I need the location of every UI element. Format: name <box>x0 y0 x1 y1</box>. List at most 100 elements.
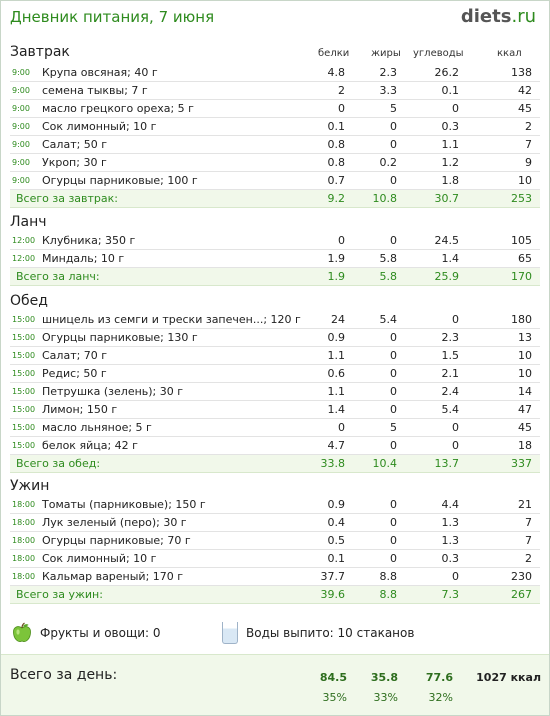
day-total-label: Всего за день: <box>10 667 118 683</box>
meal-total-carbs: 13.7 <box>434 457 460 470</box>
food-protein: 4.8 <box>327 66 346 79</box>
food-protein: 0.4 <box>327 516 346 529</box>
food-row[interactable]: 15:00 Петрушка (зелень); 30 г 1.1 0 2.4 14 <box>10 383 540 401</box>
food-name[interactable]: Миндаль; 10 г <box>42 252 125 265</box>
food-name[interactable]: Сок лимонный; 10 г <box>42 120 157 133</box>
food-row[interactable]: 18:00 Лук зеленый (перо); 30 г 0.4 0 1.3 7 <box>10 514 540 532</box>
meal-total-carbs: 25.9 <box>434 270 460 283</box>
food-row[interactable]: 12:00 Миндаль; 10 г 1.9 5.8 1.4 65 <box>10 250 540 268</box>
food-kcal: 105 <box>511 234 532 247</box>
food-time: 9:00 <box>12 68 30 77</box>
food-name[interactable]: Сок лимонный; 10 г <box>42 552 157 565</box>
meal-total-kcal: 267 <box>511 588 532 601</box>
food-row[interactable]: 18:00 Сок лимонный; 10 г 0.1 0 0.3 2 <box>10 550 540 568</box>
food-name[interactable]: Редис; 50 г <box>42 367 107 380</box>
food-row[interactable]: 9:00 Крупа овсяная; 40 г 4.8 2.3 26.2 138 <box>10 64 540 82</box>
food-kcal: 45 <box>518 102 532 115</box>
meal-title: Ланч <box>10 214 47 230</box>
meal-total-row: Всего за обед: 33.8 10.4 13.7 337 <box>10 455 540 473</box>
food-row[interactable]: 12:00 Клубника; 350 г 0 0 24.5 105 <box>10 232 540 250</box>
food-carbs: 0.3 <box>441 552 460 565</box>
meal-total-row: Всего за ланч: 1.9 5.8 25.9 170 <box>10 268 540 286</box>
food-row[interactable]: 9:00 Укроп; 30 г 0.8 0.2 1.2 9 <box>10 154 540 172</box>
food-name[interactable]: Крупа овсяная; 40 г <box>42 66 158 79</box>
food-row[interactable]: 15:00 Редис; 50 г 0.6 0 2.1 10 <box>10 365 540 383</box>
food-kcal: 21 <box>518 498 532 511</box>
food-name[interactable]: белок яйца; 42 г <box>42 439 138 452</box>
food-name[interactable]: семена тыквы; 7 г <box>42 84 148 97</box>
food-row[interactable]: 9:00 Огурцы парниковые; 100 г 0.7 0 1.8 10 <box>10 172 540 190</box>
meal-total-label: Всего за ужин: <box>16 588 103 601</box>
meal-total-fat: 10.8 <box>372 192 398 205</box>
food-row[interactable]: 9:00 Сок лимонный; 10 г 0.1 0 0.3 2 <box>10 118 540 136</box>
food-kcal: 7 <box>525 534 532 547</box>
food-row[interactable]: 18:00 Томаты (парниковые); 150 г 0.9 0 4.4 21 <box>10 496 540 514</box>
day-total: Всего за день: 84.5 35.8 77.6 1027 ккал … <box>1 654 549 715</box>
food-row[interactable]: 15:00 масло льняное; 5 г 0 5 0 45 <box>10 419 540 437</box>
food-fat: 8.8 <box>379 570 398 583</box>
meal-total-fat: 10.4 <box>372 457 398 470</box>
food-fat: 5.8 <box>379 252 398 265</box>
food-kcal: 18 <box>518 439 532 452</box>
food-name[interactable]: Салат; 70 г <box>42 349 108 362</box>
food-time: 15:00 <box>12 315 36 324</box>
food-name[interactable]: Лук зеленый (перо); 30 г <box>42 516 187 529</box>
food-kcal: 10 <box>518 367 532 380</box>
food-row[interactable]: 15:00 Лимон; 150 г 1.4 0 5.4 47 <box>10 401 540 419</box>
food-name[interactable]: Укроп; 30 г <box>42 156 107 169</box>
food-protein: 0 <box>338 102 345 115</box>
meal-title: Завтрак <box>10 44 70 60</box>
day-fat-percent: 33% <box>373 691 398 704</box>
site-logo[interactable]: diets.ru <box>461 6 536 27</box>
food-carbs: 0 <box>452 102 459 115</box>
food-row[interactable]: 15:00 шницель из семги и трески запечен..… <box>10 311 540 329</box>
header: Дневник питания, 7 июня diets.ru <box>0 0 550 36</box>
food-name[interactable]: Салат; 50 г <box>42 138 108 151</box>
food-protein: 0.6 <box>327 367 346 380</box>
food-carbs: 0 <box>452 421 459 434</box>
fruits-counter: Фрукты и овощи: 0 <box>40 626 161 640</box>
food-time: 12:00 <box>12 254 36 263</box>
food-fat: 0 <box>390 174 397 187</box>
food-name[interactable]: Огурцы парниковые; 100 г <box>42 174 198 187</box>
food-row[interactable]: 9:00 Салат; 50 г 0.8 0 1.1 7 <box>10 136 540 154</box>
food-name[interactable]: масло грецкого ореха; 5 г <box>42 102 194 115</box>
meal-total-protein: 39.6 <box>320 588 346 601</box>
food-name[interactable]: Кальмар вареный; 170 г <box>42 570 184 583</box>
food-name[interactable]: Томаты (парниковые); 150 г <box>42 498 206 511</box>
food-name[interactable]: Лимон; 150 г <box>42 403 118 416</box>
food-name[interactable]: Огурцы парниковые; 70 г <box>42 534 191 547</box>
food-time: 9:00 <box>12 122 30 131</box>
food-carbs: 1.8 <box>441 174 460 187</box>
food-carbs: 0 <box>452 570 459 583</box>
food-row[interactable]: 18:00 Кальмар вареный; 170 г 37.7 8.8 0 230 <box>10 568 540 586</box>
food-name[interactable]: Огурцы парниковые; 130 г <box>42 331 198 344</box>
food-row[interactable]: 9:00 семена тыквы; 7 г 2 3.3 0.1 42 <box>10 82 540 100</box>
food-name[interactable]: Клубника; 350 г <box>42 234 136 247</box>
food-fat: 0 <box>390 516 397 529</box>
food-protein: 24 <box>331 313 345 326</box>
food-protein: 1.1 <box>327 349 346 362</box>
food-name[interactable]: шницель из семги и трески запечен...; 12… <box>42 313 301 326</box>
food-time: 9:00 <box>12 176 30 185</box>
food-protein: 1.9 <box>327 252 346 265</box>
food-name[interactable]: Петрушка (зелень); 30 г <box>42 385 184 398</box>
food-fat: 5.4 <box>379 313 398 326</box>
food-protein: 1.1 <box>327 385 346 398</box>
day-carbs-percent: 32% <box>428 691 453 704</box>
food-row[interactable]: 9:00 масло грецкого ореха; 5 г 0 5 0 45 <box>10 100 540 118</box>
meal-total-carbs: 30.7 <box>434 192 460 205</box>
food-protein: 0.9 <box>327 498 346 511</box>
food-row[interactable]: 15:00 белок яйца; 42 г 4.7 0 0 18 <box>10 437 540 455</box>
food-time: 9:00 <box>12 104 30 113</box>
food-row[interactable]: 18:00 Огурцы парниковые; 70 г 0.5 0 1.3 7 <box>10 532 540 550</box>
food-fat: 0 <box>390 439 397 452</box>
food-carbs: 1.5 <box>441 349 460 362</box>
apple-icon <box>13 622 31 642</box>
food-carbs: 2.1 <box>441 367 460 380</box>
day-protein: 84.5 <box>319 671 347 684</box>
food-row[interactable]: 15:00 Салат; 70 г 1.1 0 1.5 10 <box>10 347 540 365</box>
food-name[interactable]: масло льняное; 5 г <box>42 421 152 434</box>
food-carbs: 1.3 <box>441 534 460 547</box>
food-row[interactable]: 15:00 Огурцы парниковые; 130 г 0.9 0 2.3 13 <box>10 329 540 347</box>
